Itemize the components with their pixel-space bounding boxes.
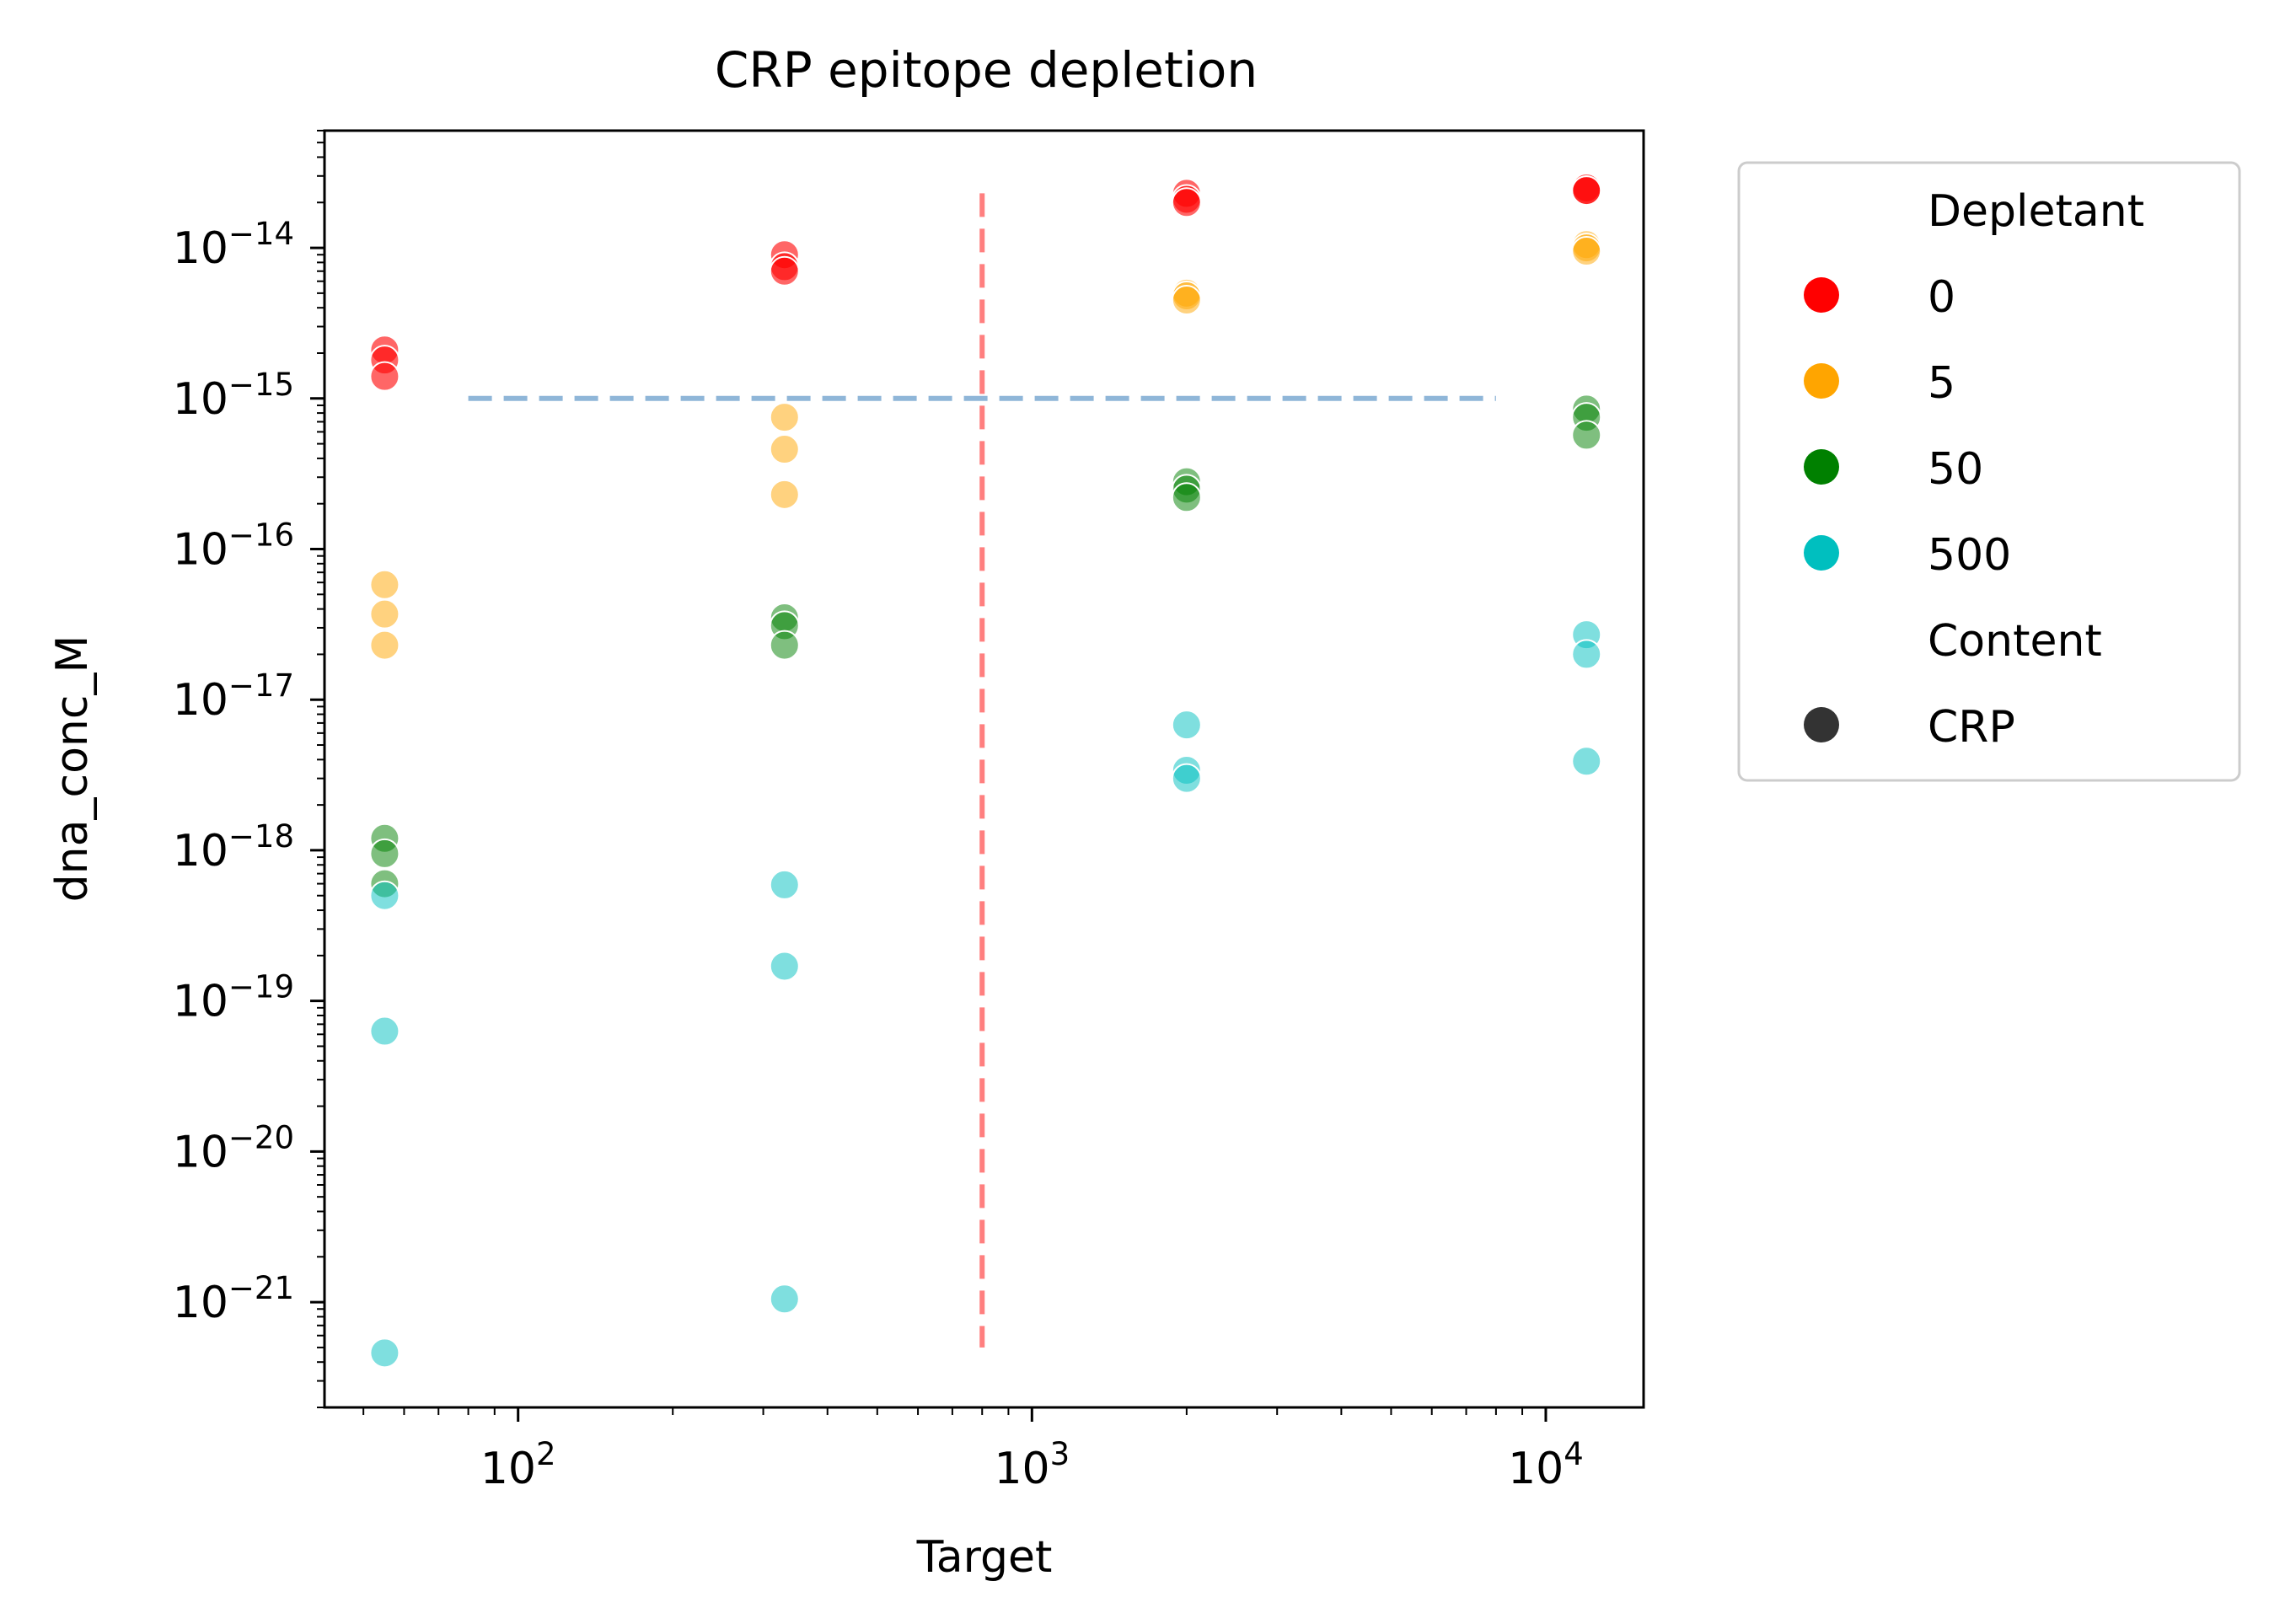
x-axis-label: Target	[916, 1532, 1053, 1583]
data-point-depletant-5	[769, 479, 800, 510]
legend-label: 50	[1928, 444, 1983, 495]
x-axis: 102 103 104	[362, 1407, 1584, 1494]
legend-marker	[1804, 535, 1839, 571]
data-point-depletant-5	[1171, 285, 1202, 316]
data-point-depletant-50	[1171, 482, 1202, 513]
data-point-depletant-500	[769, 869, 800, 900]
y-axis-label: dna_conc_M	[47, 635, 98, 903]
y-tick-label: 10−21	[173, 1270, 294, 1328]
data-point-depletant-5	[369, 630, 400, 661]
y-tick-label: 10−15	[173, 367, 294, 425]
data-point-depletant-5	[369, 598, 400, 630]
legend: Depletant 0 5 50 500 Content CRP	[1737, 161, 2241, 782]
data-point-depletant-500	[769, 1284, 800, 1315]
data-points	[369, 172, 1602, 1369]
data-point-depletant-500	[369, 880, 400, 911]
data-point-depletant-50	[769, 630, 800, 661]
data-point-depletant-500	[1171, 763, 1202, 794]
x-tick-label: 103	[994, 1436, 1070, 1494]
legend-label: 5	[1928, 358, 1955, 409]
legend-items: Depletant 0 5 50 500 Content CRP	[1804, 186, 2144, 753]
data-point-depletant-0	[369, 361, 400, 392]
legend-label: CRP	[1928, 702, 2015, 753]
legend-group-title: Content	[1928, 616, 2102, 667]
data-point-depletant-50	[369, 838, 400, 869]
legend-label: 500	[1928, 530, 2011, 581]
data-point-depletant-5	[1571, 236, 1602, 267]
plot-area	[323, 129, 1645, 1409]
data-point-depletant-500	[1571, 746, 1602, 777]
plot-frame	[323, 129, 1645, 1409]
data-point-depletant-500	[1571, 639, 1602, 670]
y-axis: 10−14 10−15 10−16 10−17 10−18 10−19 10−20 10−21	[173, 130, 325, 1408]
legend-frame	[1737, 161, 2241, 782]
y-tick-label: 10−17	[173, 667, 294, 726]
legend-marker	[1804, 363, 1839, 399]
data-point-depletant-500	[369, 1016, 400, 1047]
chart-title: CRP epitope depletion	[715, 41, 1258, 99]
data-point-depletant-5	[769, 434, 800, 465]
data-point-depletant-50	[1571, 420, 1602, 451]
y-tick-label: 10−20	[173, 1119, 294, 1177]
y-tick-label: 10−14	[173, 216, 294, 274]
data-point-depletant-5	[769, 402, 800, 433]
y-tick-label: 10−16	[173, 517, 294, 576]
y-tick-label: 10−19	[173, 969, 294, 1027]
data-point-depletant-5	[369, 569, 400, 600]
legend-marker	[1804, 277, 1839, 313]
data-point-depletant-500	[369, 1337, 400, 1369]
data-point-depletant-0	[1171, 187, 1202, 218]
data-point-depletant-0	[769, 255, 800, 287]
reference-lines	[468, 193, 1496, 1348]
data-point-depletant-500	[1171, 710, 1202, 741]
x-tick-label: 102	[480, 1436, 556, 1494]
legend-marker	[1804, 449, 1839, 485]
y-tick-label: 10−18	[173, 818, 294, 876]
legend-marker	[1804, 707, 1839, 742]
data-point-depletant-500	[769, 951, 800, 982]
legend-label: 0	[1928, 272, 1955, 323]
data-point-depletant-0	[1571, 175, 1602, 206]
x-tick-label: 104	[1508, 1436, 1584, 1494]
legend-group-title: Depletant	[1928, 186, 2144, 237]
